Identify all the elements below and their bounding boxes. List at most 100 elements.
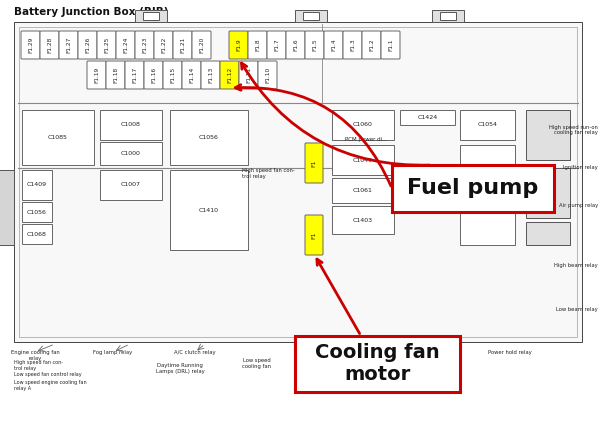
FancyBboxPatch shape [229,31,248,59]
Text: F1.21: F1.21 [180,37,185,53]
Text: C159: C159 [479,193,495,197]
Text: C1007: C1007 [121,182,141,187]
Bar [332,110,394,140]
Text: F1: F1 [312,231,317,239]
FancyBboxPatch shape [392,165,554,212]
Text: Air pump relay: Air pump relay [559,202,598,208]
Text: Battery Junction Box (BJB): Battery Junction Box (BJB) [14,7,168,17]
Text: F1.8: F1.8 [255,39,260,51]
Bar [22,170,52,200]
FancyBboxPatch shape [40,31,59,59]
Text: High speed run-on
cooling fan relay: High speed run-on cooling fan relay [549,124,598,136]
Text: Low speed
cooling fan: Low speed cooling fan [243,358,271,369]
Text: C1056: C1056 [27,209,47,214]
Bar [14,22,582,342]
Bar [400,110,455,125]
Text: High speed fan con-
trol relay: High speed fan con- trol relay [242,168,295,179]
Bar [526,110,570,160]
Bar [170,170,248,250]
Text: F1.20: F1.20 [199,37,204,53]
Text: F1.6: F1.6 [293,39,298,51]
FancyBboxPatch shape [343,31,362,59]
Text: Fuel pump relay: Fuel pump relay [415,350,458,355]
Text: F1.19: F1.19 [94,67,99,83]
Text: F1.25: F1.25 [104,37,109,53]
Bar [526,168,570,218]
FancyBboxPatch shape [78,31,97,59]
Text: Power hold relay: Power hold relay [488,350,532,355]
FancyBboxPatch shape [135,31,154,59]
Text: C1424: C1424 [417,115,437,120]
Text: F1.7: F1.7 [274,39,279,51]
FancyBboxPatch shape [324,31,343,59]
Text: High speed fan con-
trol relay: High speed fan con- trol relay [14,360,63,371]
FancyBboxPatch shape [305,143,323,183]
Bar [100,170,162,200]
Text: F1.28: F1.28 [47,37,52,53]
Text: F1.11: F1.11 [246,67,251,83]
Bar [526,222,570,245]
Text: Low speed engine cooling fan
relay A: Low speed engine cooling fan relay A [14,380,87,391]
Text: F1.29: F1.29 [28,37,33,53]
Text: F1.14: F1.14 [189,67,194,83]
FancyBboxPatch shape [21,31,40,59]
FancyBboxPatch shape [201,61,220,89]
Text: PCM power di...: PCM power di... [345,138,387,142]
Text: C1403: C1403 [353,218,373,223]
Text: Fog lamp relay: Fog lamp relay [93,350,132,355]
FancyBboxPatch shape [125,61,144,89]
Text: F1.27: F1.27 [66,37,71,53]
FancyBboxPatch shape [173,31,192,59]
Text: C1061: C1061 [353,188,373,193]
Text: C1056: C1056 [199,135,219,140]
Text: C1068: C1068 [27,232,47,236]
Text: C1409: C1409 [27,182,47,187]
Text: Daytime Running
Lamps (DRL) relay: Daytime Running Lamps (DRL) relay [156,363,204,374]
Text: F1.15: F1.15 [170,67,175,83]
Text: F1.10: F1.10 [265,67,270,83]
Text: Ignition relay: Ignition relay [563,166,598,170]
Text: F1.2: F1.2 [369,39,374,51]
FancyBboxPatch shape [116,31,135,59]
FancyBboxPatch shape [381,31,400,59]
Bar [460,145,515,245]
Text: Cooling fan
motor: Cooling fan motor [315,344,440,384]
Bar [19,27,577,337]
Bar [135,10,167,22]
Bar [303,12,319,20]
Bar [332,178,394,203]
Text: C1060: C1060 [353,123,373,127]
Bar [295,10,327,22]
Bar [332,206,394,234]
Text: F1: F1 [312,159,317,167]
Bar [0,170,14,245]
Text: F1.5: F1.5 [312,39,317,51]
FancyBboxPatch shape [295,336,460,392]
FancyBboxPatch shape [362,31,381,59]
FancyBboxPatch shape [305,215,323,255]
Text: F1.24: F1.24 [123,37,128,53]
Text: Low speed fan control relay: Low speed fan control relay [14,372,82,377]
Bar [432,10,464,22]
Bar [332,145,394,175]
Text: F1.16: F1.16 [151,67,156,83]
Text: F1.9: F1.9 [236,39,241,51]
Text: High beam relay: High beam relay [554,263,598,268]
Bar [22,224,52,244]
Bar [22,202,52,222]
Bar [100,110,162,140]
Text: F1.26: F1.26 [85,37,90,53]
Text: Fuel pump: Fuel pump [407,178,539,199]
Bar [22,110,94,165]
Text: F1.4: F1.4 [331,39,336,51]
FancyBboxPatch shape [87,61,106,89]
Text: Engine cooling fan
relay: Engine cooling fan relay [10,350,59,361]
Text: F1.3: F1.3 [350,39,355,51]
Bar [170,110,248,165]
FancyBboxPatch shape [305,31,324,59]
FancyBboxPatch shape [220,61,239,89]
Text: Low beam relay: Low beam relay [556,308,598,312]
FancyBboxPatch shape [239,61,258,89]
Text: F1.1: F1.1 [388,39,393,51]
Text: F1.17: F1.17 [132,67,137,83]
